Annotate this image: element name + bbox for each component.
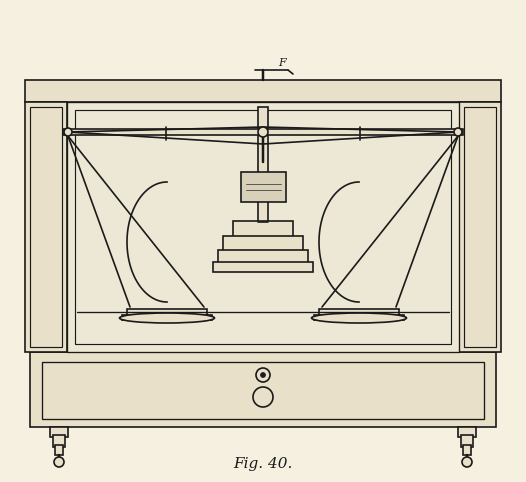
- FancyBboxPatch shape: [42, 362, 484, 419]
- Text: Fig. 40.: Fig. 40.: [234, 457, 292, 471]
- Circle shape: [253, 387, 273, 407]
- FancyBboxPatch shape: [314, 315, 404, 320]
- FancyBboxPatch shape: [218, 250, 308, 264]
- Circle shape: [64, 128, 72, 136]
- FancyBboxPatch shape: [459, 102, 501, 352]
- FancyBboxPatch shape: [258, 107, 268, 222]
- Circle shape: [54, 457, 64, 467]
- FancyBboxPatch shape: [63, 129, 463, 135]
- FancyBboxPatch shape: [122, 315, 212, 320]
- FancyBboxPatch shape: [55, 445, 63, 455]
- FancyBboxPatch shape: [461, 435, 473, 447]
- FancyBboxPatch shape: [223, 236, 303, 252]
- Circle shape: [454, 128, 462, 136]
- FancyBboxPatch shape: [67, 102, 459, 352]
- FancyBboxPatch shape: [464, 107, 496, 347]
- FancyBboxPatch shape: [53, 435, 65, 447]
- FancyBboxPatch shape: [25, 80, 501, 102]
- Ellipse shape: [119, 313, 215, 323]
- FancyBboxPatch shape: [319, 309, 399, 317]
- FancyBboxPatch shape: [213, 262, 313, 272]
- Text: F: F: [278, 58, 286, 68]
- Circle shape: [258, 127, 268, 137]
- FancyBboxPatch shape: [463, 445, 471, 455]
- Circle shape: [260, 373, 266, 377]
- FancyBboxPatch shape: [50, 427, 68, 437]
- FancyBboxPatch shape: [30, 107, 62, 347]
- FancyBboxPatch shape: [458, 427, 476, 437]
- Circle shape: [256, 368, 270, 382]
- Ellipse shape: [311, 313, 407, 323]
- Circle shape: [462, 457, 472, 467]
- FancyBboxPatch shape: [233, 221, 293, 237]
- FancyBboxPatch shape: [241, 172, 286, 202]
- FancyBboxPatch shape: [25, 102, 67, 352]
- FancyBboxPatch shape: [30, 352, 496, 427]
- FancyBboxPatch shape: [127, 309, 207, 317]
